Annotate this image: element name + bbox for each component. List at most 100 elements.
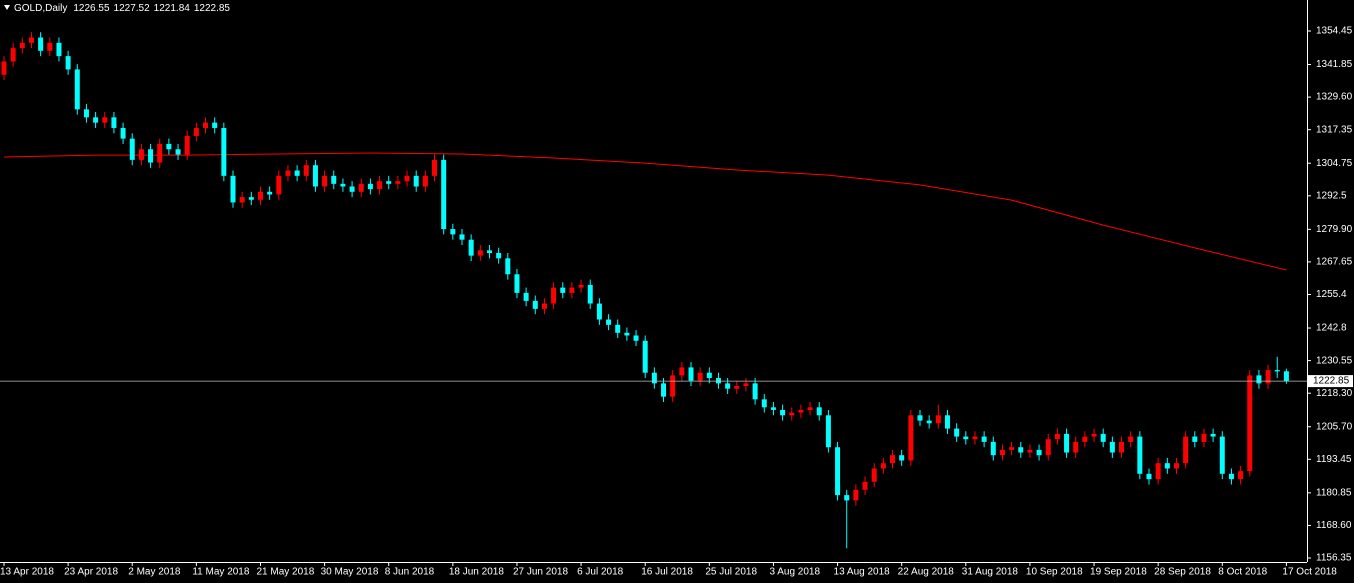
candle-body — [743, 383, 749, 387]
candle-body — [129, 138, 135, 160]
candle-body — [184, 135, 190, 155]
candle-body — [1210, 433, 1216, 437]
x-tick-label: 31 Aug 2018 — [962, 567, 1019, 578]
candle-body — [935, 415, 941, 424]
candle-body — [1082, 436, 1088, 442]
candle-body — [651, 372, 657, 384]
candle-body — [1173, 463, 1179, 469]
candle-body — [706, 372, 712, 379]
candle-body — [734, 386, 740, 389]
candle-body — [239, 197, 245, 203]
candle-body — [47, 42, 53, 51]
candle-body — [294, 170, 300, 176]
candle-body — [432, 159, 438, 176]
y-tick-label: 1279.90 — [1316, 224, 1353, 235]
candle-body — [853, 489, 859, 501]
candle-body — [661, 383, 667, 397]
candle-body — [725, 383, 731, 389]
candle-body — [844, 495, 850, 501]
candle-body — [1164, 463, 1170, 469]
candle-body — [1091, 433, 1097, 437]
candle-body — [963, 436, 969, 440]
y-tick-label: 1341.85 — [1316, 59, 1353, 70]
candle-body — [899, 455, 905, 461]
candle-body — [285, 170, 291, 176]
candle-body — [38, 37, 44, 51]
candle-body — [166, 143, 172, 150]
x-tick-label: 10 Sep 2018 — [1026, 567, 1083, 578]
x-tick-label: 19 Sep 2018 — [1090, 567, 1147, 578]
menu-arrow[interactable] — [4, 5, 10, 10]
candle-body — [1018, 447, 1024, 453]
low-value: 1221.84 — [154, 3, 191, 14]
x-tick-label: 22 Aug 2018 — [898, 567, 955, 578]
candle-body — [1247, 375, 1253, 472]
y-tick-label: 1267.65 — [1316, 257, 1353, 268]
candle-body — [578, 284, 584, 288]
candle-body — [28, 37, 34, 43]
y-tick-label: 1304.75 — [1316, 158, 1353, 169]
candle-body — [395, 181, 401, 184]
candle-body — [633, 335, 639, 341]
candle-body — [111, 117, 117, 128]
candle-body — [1, 61, 7, 75]
candle-body — [1054, 433, 1060, 440]
x-tick-label: 3 Aug 2018 — [769, 567, 820, 578]
candle-body — [486, 250, 492, 253]
candle-body — [1009, 447, 1015, 450]
candle-body — [752, 383, 758, 400]
candle-body — [954, 428, 960, 437]
x-tick-label: 16 Jul 2018 — [641, 567, 693, 578]
candle-body — [1137, 436, 1143, 474]
candle-body — [871, 468, 877, 482]
candle-body — [780, 409, 786, 416]
candle-body — [1256, 375, 1262, 384]
candle-body — [367, 183, 373, 190]
x-tick-label: 23 Apr 2018 — [64, 567, 118, 578]
candle-body — [441, 159, 447, 230]
candle-body — [789, 412, 795, 416]
current-price-label: 1222.85 — [1313, 376, 1350, 387]
candle-body — [212, 122, 218, 128]
candle-body — [422, 175, 428, 187]
candle-body — [596, 303, 602, 320]
candle-body — [193, 127, 199, 136]
candle-body — [230, 175, 236, 203]
candle-body — [257, 191, 263, 200]
x-tick-label: 13 Aug 2018 — [834, 567, 891, 578]
candle-body — [331, 175, 337, 184]
candle-body — [1183, 436, 1189, 464]
candle-body — [1238, 471, 1244, 480]
x-tick-label: 2 May 2018 — [128, 567, 181, 578]
candle-body — [981, 436, 987, 442]
x-tick-label: 8 Oct 2018 — [1218, 567, 1267, 578]
candle-body — [1100, 433, 1106, 442]
x-tick-label: 18 Jun 2018 — [449, 567, 504, 578]
candle-body — [175, 149, 181, 155]
candle-body — [825, 415, 831, 448]
candle-body — [670, 375, 676, 397]
candle-body — [990, 441, 996, 456]
candle-body — [908, 415, 914, 461]
candle-body — [606, 319, 612, 325]
y-tick-label: 1354.45 — [1316, 26, 1353, 37]
candle-body — [19, 42, 25, 49]
candle-body — [926, 420, 932, 424]
x-tick-label: 28 Sep 2018 — [1154, 567, 1211, 578]
chart-header: GOLD,Daily 1226.55 1227.52 1221.84 1222.85 — [14, 3, 230, 14]
candle-body — [138, 149, 144, 160]
candle-body — [386, 181, 392, 184]
candle-body — [560, 287, 566, 293]
candle-body — [880, 463, 886, 469]
candle-body — [312, 165, 318, 187]
candle-body — [1119, 441, 1125, 453]
candle-body — [276, 175, 282, 195]
candle-body — [1027, 449, 1033, 453]
candle-body — [1192, 436, 1198, 442]
high-value: 1227.52 — [114, 3, 151, 14]
candle-body — [807, 407, 813, 410]
chart-title: GOLD,Daily — [14, 3, 67, 14]
candle-body — [1265, 370, 1271, 384]
candle-body — [65, 56, 71, 70]
